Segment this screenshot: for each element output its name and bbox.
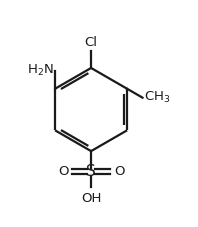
Text: Cl: Cl <box>85 36 98 49</box>
Text: O: O <box>114 165 124 178</box>
Text: CH$_3$: CH$_3$ <box>144 90 170 105</box>
Text: S: S <box>86 164 96 179</box>
Text: H$_2$N: H$_2$N <box>27 63 53 79</box>
Text: OH: OH <box>81 192 101 205</box>
Text: O: O <box>58 165 68 178</box>
